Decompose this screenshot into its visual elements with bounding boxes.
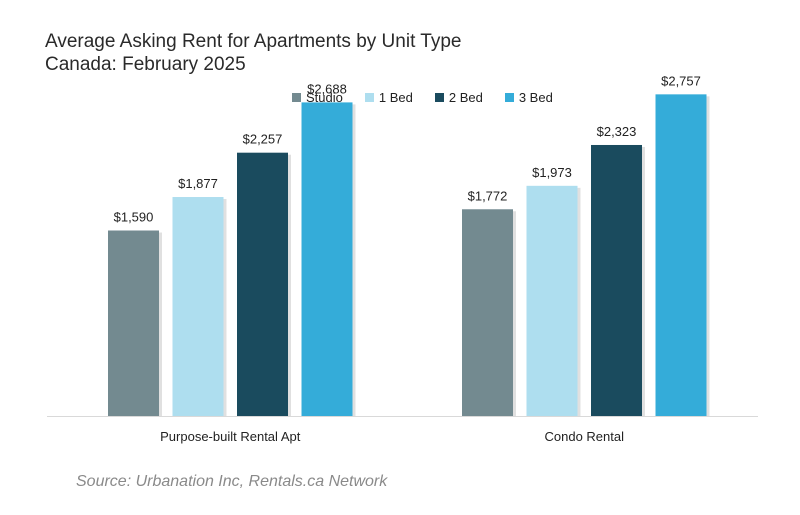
legend-swatch-1-bed [364, 93, 374, 102]
bar-1-bed-1 [526, 185, 578, 416]
legend-swatch-2-bed [434, 93, 444, 102]
legend-item-2-bed: 2 Bed [434, 90, 483, 105]
bar-studio-1 [462, 209, 513, 416]
data-label: $2,323 [597, 124, 637, 139]
chart-legend: Studio 1 Bed 2 Bed 3 Bed [292, 90, 575, 105]
legend-label-2-bed: 2 Bed [448, 90, 483, 105]
data-label: $1,877 [178, 176, 218, 191]
bar-3-bed-1 [655, 94, 707, 416]
legend-item-3-bed: 3 Bed [504, 90, 553, 105]
legend-swatch-studio [292, 93, 301, 102]
legend-label-1-bed: 1 Bed [378, 90, 413, 105]
chart-title-line2: Canada: February 2025 [45, 54, 246, 75]
bar-2-bed-0 [237, 152, 288, 416]
bar-3-bed-0 [301, 102, 353, 417]
data-label: $1,973 [532, 165, 572, 180]
category-label: Condo Rental [545, 429, 625, 444]
bar-studio-0 [108, 230, 159, 416]
category-label: Purpose-built Rental Apt [160, 429, 301, 444]
legend-label-studio: Studio [306, 90, 343, 105]
chart-title-line1: Average Asking Rent for Apartments by Un… [45, 31, 462, 52]
legend-item-studio: Studio [292, 90, 343, 105]
chart-title: Average Asking Rent for Apartments by Un… [45, 30, 461, 76]
legend-label-3-bed: 3 Bed [518, 90, 553, 105]
source-note: Source: Urbanation Inc, Rentals.ca Netwo… [76, 473, 388, 490]
data-label: $1,772 [468, 188, 508, 203]
data-label: $2,688 [307, 81, 347, 96]
data-label: $2,757 [661, 73, 701, 88]
legend-item-1-bed: 1 Bed [364, 90, 413, 105]
data-label: $2,257 [243, 132, 283, 147]
data-label: $1,590 [114, 210, 154, 225]
legend-swatch-3-bed [504, 93, 514, 102]
bar-1-bed-0 [172, 197, 224, 416]
bar-2-bed-1 [591, 144, 642, 416]
